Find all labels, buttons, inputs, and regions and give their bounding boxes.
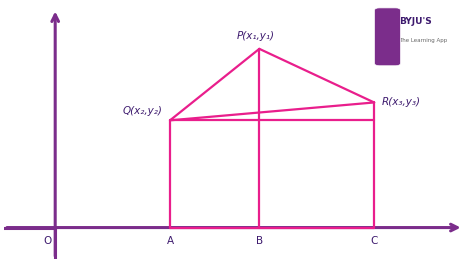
- Text: O: O: [44, 236, 52, 246]
- Text: P(x₁,y₁): P(x₁,y₁): [237, 31, 275, 41]
- Text: The Learning App: The Learning App: [399, 38, 447, 43]
- Text: Q(x₂,y₂): Q(x₂,y₂): [122, 106, 163, 116]
- Text: A: A: [166, 236, 173, 246]
- Text: B: B: [256, 236, 263, 246]
- Text: BYJU'S: BYJU'S: [399, 17, 432, 26]
- Text: R(x₃,y₃): R(x₃,y₃): [382, 98, 421, 108]
- Text: C: C: [371, 236, 378, 246]
